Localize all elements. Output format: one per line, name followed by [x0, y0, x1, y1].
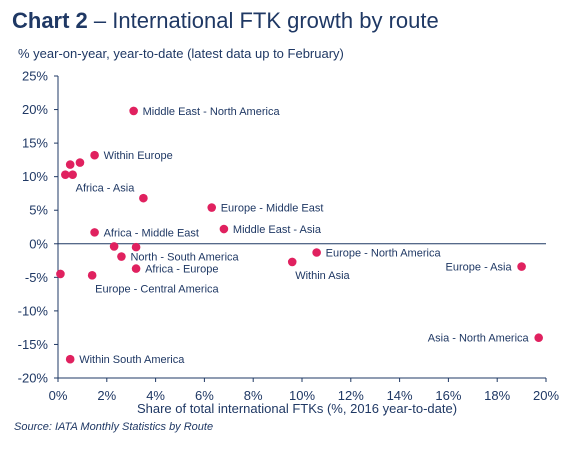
x-tick-label: 14% [387, 388, 413, 403]
point-labels: Middle East - North America Within Europe… [76, 106, 530, 366]
x-axis-labels: 0% 2% 4% 6% 8% 10% 12% 14% 16% 18% 20% [49, 388, 560, 403]
point-label: Europe - North America [326, 248, 442, 260]
data-point [65, 354, 75, 364]
y-axis-labels: 25% 20% 15% 10% 5% 0% -5% -10% -15% -20% [18, 69, 49, 386]
x-axis-title: Share of total international FTKs (%, 20… [137, 401, 457, 416]
data-point [207, 203, 217, 212]
data-point [131, 242, 141, 252]
data-point [75, 158, 85, 167]
point-label: Europe - Middle East [221, 203, 324, 215]
axes [54, 75, 547, 382]
data-point [534, 333, 543, 343]
data-point [117, 252, 126, 261]
y-tick-label: -5% [25, 270, 49, 285]
data-point [287, 257, 297, 267]
x-tick-label: 4% [146, 388, 165, 403]
source-note: Source: IATA Monthly Statistics by Route [14, 421, 214, 433]
data-point [61, 170, 70, 179]
y-tick-label: -15% [18, 337, 49, 352]
x-tick-label: 20% [533, 388, 559, 403]
y-tick-label: -10% [18, 303, 49, 318]
data-point [139, 193, 148, 203]
data-point [90, 150, 99, 160]
x-tick-label: 10% [289, 388, 315, 403]
x-tick-label: 16% [435, 388, 461, 403]
x-tick-label: 0% [49, 388, 68, 403]
point-label: Within South America [79, 354, 185, 366]
y-tick-label: 25% [22, 69, 48, 84]
point-label: Within Europe [104, 150, 173, 162]
y-tick-label: 15% [22, 136, 48, 151]
point-label: North - South America [130, 252, 239, 264]
y-tick-label: 0% [29, 236, 48, 251]
data-point [87, 271, 97, 280]
data-point [219, 224, 229, 234]
y-tick-label: -20% [18, 371, 49, 386]
point-label: Europe - Asia [446, 262, 513, 274]
point-label: Africa - Europe [145, 264, 218, 276]
point-label: Europe - Central America [95, 283, 219, 295]
data-point [131, 264, 141, 273]
data-point [56, 269, 65, 279]
data-point [129, 106, 138, 116]
point-label: Within Asia [295, 270, 350, 282]
data-points [56, 106, 543, 364]
x-tick-label: 12% [338, 388, 364, 403]
point-label: Africa - Middle East [104, 227, 199, 239]
chart-title-text: – International FTK growth by route [87, 8, 439, 33]
data-point [312, 248, 321, 257]
data-point [517, 262, 526, 271]
point-label: Middle East - North America [143, 106, 281, 118]
x-tick-label: 8% [244, 388, 263, 403]
y-axis-subtitle: % year-on-year, year-to-date (latest dat… [18, 46, 344, 61]
y-tick-label: 5% [29, 203, 48, 218]
data-point [109, 242, 119, 251]
x-tick-label: 2% [97, 388, 116, 403]
data-point [65, 160, 75, 169]
data-point [68, 170, 77, 179]
point-label: Middle East - Asia [233, 224, 322, 236]
chart-title: Chart 2 – International FTK growth by ro… [12, 8, 439, 34]
x-tick-label: 18% [484, 388, 510, 403]
y-tick-label: 10% [22, 169, 48, 184]
data-point [90, 228, 99, 237]
x-tick-label: 6% [195, 388, 214, 403]
chart-title-number: Chart 2 [12, 8, 88, 33]
y-tick-label: 20% [22, 102, 48, 117]
point-label: Africa - Asia [76, 183, 136, 195]
point-label: Asia - North America [428, 333, 530, 345]
